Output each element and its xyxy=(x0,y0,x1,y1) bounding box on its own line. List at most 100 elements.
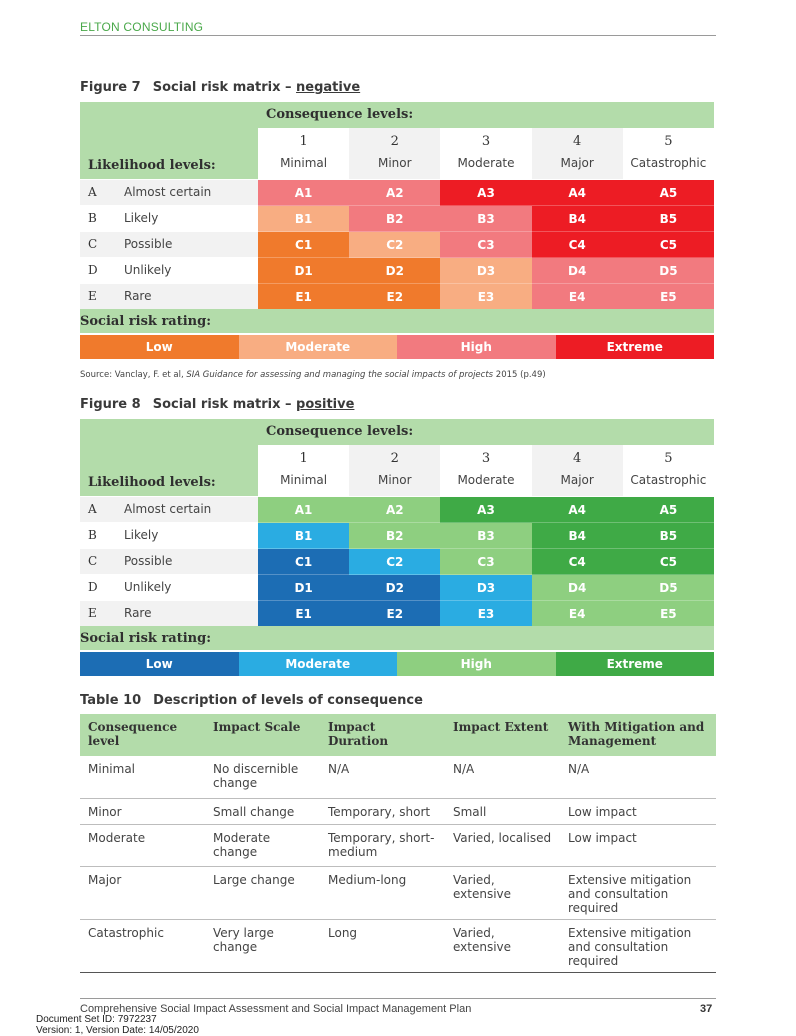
consequence-number: 3 xyxy=(481,134,491,149)
column-header: Consequence level xyxy=(80,714,205,756)
social-risk-rating-heading: Social risk rating: xyxy=(80,314,211,329)
table-cell: Varied, localised xyxy=(445,824,560,867)
risk-cell: A1 xyxy=(258,497,350,523)
consequence-label: Major xyxy=(560,156,594,170)
consequence-column-header: 2 Minor xyxy=(349,445,441,496)
document-set-id: Document Set ID: 7972237 xyxy=(36,1014,157,1025)
risk-cell: D3 xyxy=(440,258,532,284)
page-header: ELTON CONSULTING xyxy=(80,16,716,36)
risk-cell: E5 xyxy=(622,284,714,310)
likelihood-name: Possible xyxy=(124,554,173,568)
consequence-number: 4 xyxy=(573,134,582,149)
matrix-header-block xyxy=(80,102,258,179)
consequence-label: Minor xyxy=(377,473,412,487)
document-version: Version: 1, Version Date: 14/05/2020 xyxy=(36,1025,199,1036)
consequence-levels-table: Consequence level Impact Scale Impact Du… xyxy=(80,714,716,973)
risk-cell: B2 xyxy=(349,206,441,232)
risk-cell: C3 xyxy=(440,549,532,575)
table-cell: Major xyxy=(80,866,205,920)
figure-8-number: Figure 8 xyxy=(80,397,141,412)
table-row: Catastrophic Very large change Long Varied,… xyxy=(80,919,716,973)
risk-rating-legend-low: Low xyxy=(80,652,239,676)
consequence-number: 1 xyxy=(299,451,308,466)
table-10-number: Table 10 xyxy=(80,693,142,708)
table-cell: Moderate xyxy=(80,824,205,867)
likelihood-name: Rare xyxy=(124,606,152,620)
table-row: Minimal No discernible change N/A N/A N/A xyxy=(80,756,716,799)
likelihood-row-label: D Unlikely xyxy=(80,258,258,284)
risk-rating-legend-extreme: Extreme xyxy=(555,652,714,676)
risk-cell: C5 xyxy=(622,232,714,258)
risk-cell: C4 xyxy=(531,232,623,258)
table-cell: Small xyxy=(445,798,560,825)
figure-8-title-emphasis: positive xyxy=(296,397,355,412)
risk-cell: B4 xyxy=(531,206,623,232)
brand-name: ELTON CONSULTING xyxy=(80,20,204,34)
consequence-column-header: 5 Catastrophic xyxy=(622,128,714,179)
risk-cell: D5 xyxy=(622,258,714,284)
consequence-levels-heading: Consequence levels: xyxy=(266,107,414,122)
table-cell: Varied, extensive xyxy=(445,866,560,920)
table-row: Minor Small change Temporary, short Small Lo… xyxy=(80,798,716,825)
risk-cell: E3 xyxy=(440,601,532,627)
table-cell: Medium-long xyxy=(320,866,445,920)
risk-cell: A3 xyxy=(440,497,532,523)
likelihood-letter: A xyxy=(88,185,97,199)
table-cell: Low impact xyxy=(560,824,716,867)
table-10-title-text: Description of levels of consequence xyxy=(153,693,423,708)
risk-cell: B2 xyxy=(349,523,441,549)
risk-rating-legend-high: High xyxy=(397,652,556,676)
likelihood-letter: B xyxy=(88,528,97,542)
table-cell: N/A xyxy=(320,756,445,799)
consequence-label: Catastrophic xyxy=(630,473,707,487)
consequence-column-header: 4 Major xyxy=(531,445,623,496)
likelihood-name: Unlikely xyxy=(124,580,172,594)
risk-cell: D4 xyxy=(531,575,623,601)
risk-cell: A3 xyxy=(440,180,532,206)
social-risk-rating-band: Social risk rating: xyxy=(80,626,714,650)
table-cell: N/A xyxy=(445,756,560,799)
likelihood-row-label: D Unlikely xyxy=(80,575,258,601)
likelihood-name: Unlikely xyxy=(124,263,172,277)
consequence-number: 5 xyxy=(664,451,673,466)
risk-cell: D2 xyxy=(349,575,441,601)
table-cell: Very large change xyxy=(205,919,320,973)
risk-rating-legend-moderate: Moderate xyxy=(238,335,397,359)
risk-cell: E4 xyxy=(531,601,623,627)
source-prefix: Source: Vanclay, F. et al, xyxy=(80,370,187,380)
table-cell: Moderate change xyxy=(205,824,320,867)
risk-cell: D1 xyxy=(258,258,350,284)
consequence-column-header: 2 Minor xyxy=(349,128,441,179)
risk-cell: B5 xyxy=(622,206,714,232)
consequence-levels-band: Consequence levels: xyxy=(258,419,714,445)
consequence-label: Minimal xyxy=(280,473,328,487)
risk-cell: D1 xyxy=(258,575,350,601)
table-cell: Long xyxy=(320,919,445,973)
risk-cell: C5 xyxy=(622,549,714,575)
matrix-header-block xyxy=(80,419,258,496)
page-number: 37 xyxy=(700,1003,713,1015)
column-header: Impact Duration xyxy=(320,714,445,756)
column-header: Impact Extent xyxy=(445,714,560,756)
likelihood-name: Almost certain xyxy=(124,185,212,199)
likelihood-letter: C xyxy=(88,237,98,251)
risk-cell: A4 xyxy=(531,180,623,206)
table-cell: Small change xyxy=(205,798,320,825)
risk-cell: A4 xyxy=(531,497,623,523)
figure-7-title-text: Social risk matrix – xyxy=(152,80,297,95)
risk-cell: B1 xyxy=(258,206,350,232)
likelihood-row-label: B Likely xyxy=(80,206,258,232)
risk-matrix-negative: Consequence levels: Likelihood levels: 1 Mi… xyxy=(80,102,714,359)
footer-divider xyxy=(80,998,716,999)
risk-cell: A5 xyxy=(622,497,714,523)
figure-7-title: Figure 7 Social risk matrix – negative xyxy=(80,80,360,95)
risk-cell: E2 xyxy=(349,601,441,627)
consequence-number: 2 xyxy=(390,134,399,149)
table-header-row: Consequence level Impact Scale Impact Du… xyxy=(80,714,716,756)
table-cell: Minimal xyxy=(80,756,205,799)
consequence-column-header: 3 Moderate xyxy=(440,128,532,179)
consequence-number: 5 xyxy=(664,134,673,149)
risk-cell: C2 xyxy=(349,549,441,575)
risk-cell: D5 xyxy=(622,575,714,601)
footer-title: Comprehensive Social Impact Assessment a… xyxy=(80,1003,472,1015)
